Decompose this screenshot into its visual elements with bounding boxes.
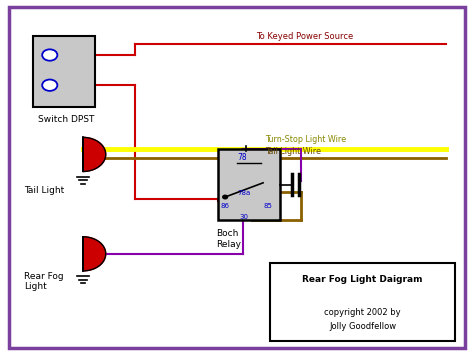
Text: 78: 78 [237, 153, 246, 163]
Circle shape [223, 195, 228, 199]
Polygon shape [83, 237, 106, 271]
Bar [270, 263, 455, 341]
Bar [33, 36, 95, 106]
Text: Rear Fog Light Daigram: Rear Fog Light Daigram [302, 275, 423, 284]
Circle shape [42, 80, 57, 91]
Text: copyright 2002 by
Jolly Goodfellow: copyright 2002 by Jolly Goodfellow [324, 308, 401, 331]
Text: Tail Light: Tail Light [24, 186, 64, 196]
Text: 86: 86 [220, 203, 229, 209]
Text: Turn-Stop Light Wire: Turn-Stop Light Wire [265, 135, 346, 144]
Text: 78a: 78a [237, 191, 250, 196]
Text: Boch: Boch [216, 229, 238, 238]
Circle shape [42, 49, 57, 61]
Text: Rear Fog: Rear Fog [24, 272, 64, 281]
Bar [218, 149, 280, 220]
Text: To Keyed Power Source: To Keyed Power Source [256, 32, 353, 41]
Text: Tail Light Wire: Tail Light Wire [265, 147, 321, 156]
Polygon shape [83, 137, 106, 171]
Text: Switch DPST: Switch DPST [38, 115, 94, 124]
Text: 85: 85 [263, 203, 272, 209]
Text: Light: Light [24, 282, 46, 291]
Text: 30: 30 [239, 214, 248, 219]
Text: Relay: Relay [216, 240, 241, 249]
